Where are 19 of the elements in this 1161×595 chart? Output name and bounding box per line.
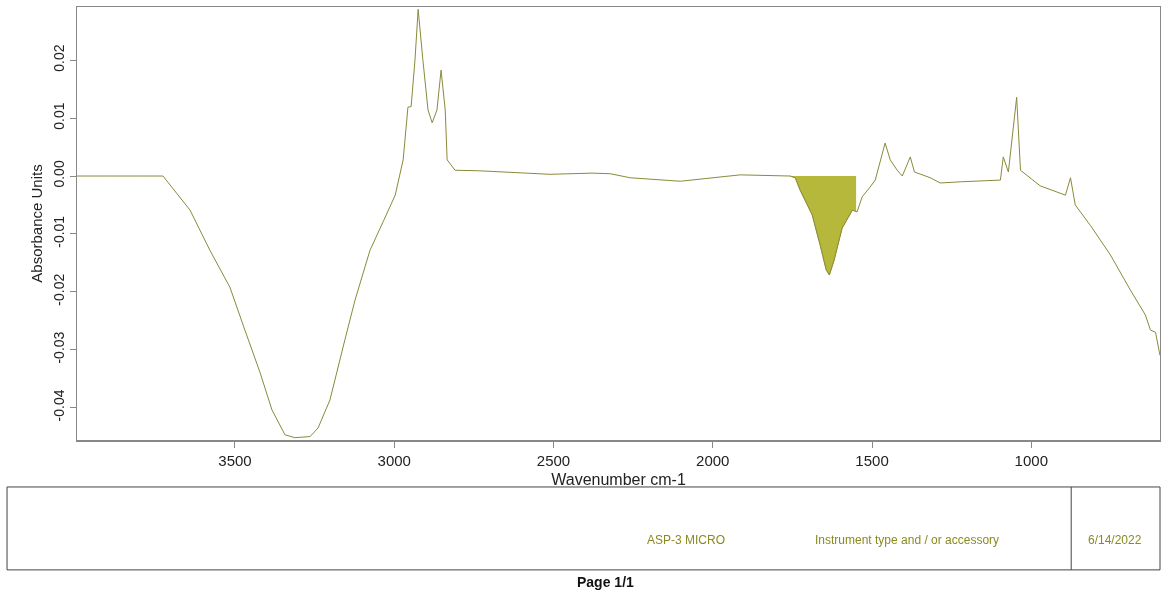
x-tick-label: 2000 xyxy=(696,451,730,469)
x-tick-label: 1500 xyxy=(855,451,889,469)
x-tick-label: 3500 xyxy=(218,451,252,469)
y-tick-label: -0.03 xyxy=(50,331,67,364)
x-axis-title: Wavenumber cm-1 xyxy=(551,470,686,488)
y-tick-label: 0.02 xyxy=(50,44,67,72)
x-tick-label: 3000 xyxy=(377,451,411,469)
y-tick-label: 0.01 xyxy=(50,102,67,130)
x-tick-label: 2500 xyxy=(536,451,571,469)
y-axis-title: Absorbance Units xyxy=(28,164,46,283)
text: 6/14/2022 xyxy=(1088,533,1142,547)
y-tick-label: -0.04 xyxy=(50,389,67,422)
text: ASP-3 MICRO xyxy=(647,533,726,547)
text: Page 1/1 xyxy=(577,574,635,590)
y-tick-label: -0.02 xyxy=(50,273,67,306)
text: Instrument type and / or accessory xyxy=(815,533,1000,547)
y-tick-label: -0.01 xyxy=(50,215,67,248)
y-tick-label: 0.00 xyxy=(50,160,67,188)
x-tick-label: 1000 xyxy=(1014,451,1048,469)
